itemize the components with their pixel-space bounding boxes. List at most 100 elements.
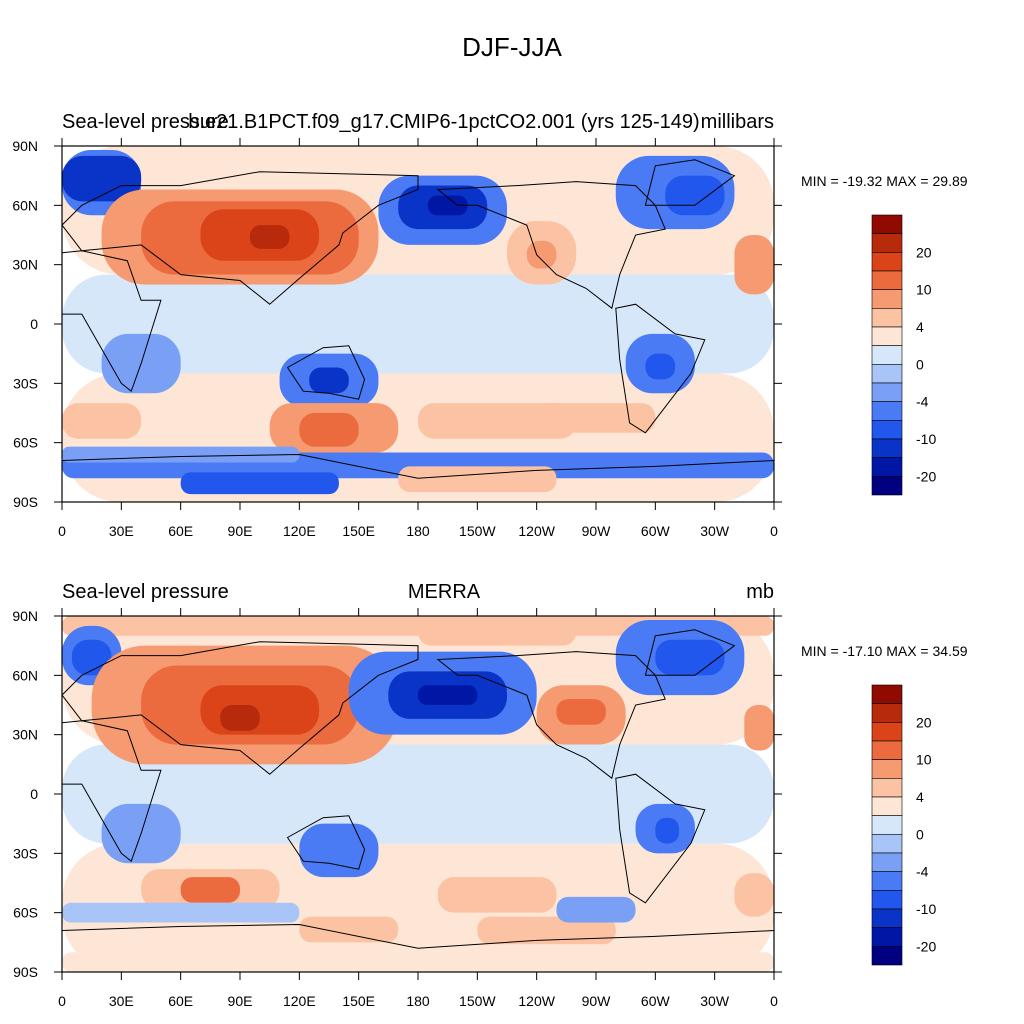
x-tick-label: 90W [582,993,612,1009]
x-tick-label: 120E [283,993,316,1009]
coastline [62,171,419,305]
colorbar-swatch [871,796,903,816]
contour-region [299,823,379,878]
x-tick-label: 0 [770,993,778,1009]
left-title: Sea-level pressure [62,581,229,603]
panel-obs: 0 30E 60E 90E 120E 150E 180 150W 120W 90W 60W 30W 0 9… [12,581,967,1009]
colorbar-swatch [871,890,903,910]
colorbar-label: 0 [916,356,924,372]
y-tick-label: 60N [12,197,38,213]
coastline [286,815,366,870]
x-tick-label: 150E [342,993,375,1009]
colorbar-swatch [871,759,903,779]
contour-region [398,466,557,493]
colorbar-label: 10 [916,752,932,768]
colorbar-swatch [871,345,903,365]
coastline [62,923,774,972]
y-tick-label: 60S [13,905,38,921]
contour-region [62,952,774,972]
coastline [62,453,774,502]
x-tick-label: 60E [168,993,193,1009]
colorbar-swatch [871,214,903,234]
coastline [62,720,162,863]
coastline [644,159,736,206]
contour-region [655,639,725,676]
contour-region [734,235,774,295]
contour-region [556,896,636,923]
y-tick-label: 30S [13,375,38,391]
x-tick-label: 90W [582,523,612,539]
colorbar-label: -20 [916,938,936,954]
colorbar: 20 10 4 0 -4 -10 -20 [871,214,936,496]
x-tick-label: 150W [459,993,496,1009]
contour-region [62,446,300,463]
y-tick-label: 90N [12,608,38,624]
x-tick-label: 0 [58,523,66,539]
y-tick-label: 0 [30,786,38,802]
colorbar-swatch [871,946,903,966]
colorbar-swatch [871,684,903,704]
colorbar-swatch [871,722,903,742]
colorbar-label: -4 [916,864,929,880]
center-title: MERRA [408,581,481,603]
contour-region [418,685,478,705]
contour-region [734,873,774,917]
colorbar-swatch [871,252,903,272]
colorbar-swatch [871,740,903,760]
contour-region [526,240,557,269]
right-title: mb [746,581,774,603]
coastline [615,303,706,434]
colorbar-swatch [871,270,903,290]
colorbar-swatch [871,382,903,402]
contour-region [744,705,774,751]
left-title: Sea-level pressure [62,111,229,133]
y-tick-label: 90S [13,494,38,510]
contour-region [200,685,320,735]
x-tick-label: 30E [109,993,134,1009]
colorbar-label: 4 [916,789,924,805]
colorbar-swatch [871,871,903,891]
coastline [62,641,419,775]
y-tick-label: 30S [13,845,38,861]
contour-region [220,705,260,731]
colorbar-swatch [871,308,903,328]
contour-region [62,744,774,844]
contour-region [437,877,557,913]
colorbar-label: 20 [916,244,932,260]
contour-region [427,195,468,216]
x-tick-label: 90E [228,993,253,1009]
colorbar-swatch [871,233,903,253]
contour-region [62,616,774,636]
x-tick-label: 120E [283,523,316,539]
colorbar-swatch [871,834,903,854]
colorbar-label: -10 [916,901,936,917]
x-tick-label: 30W [700,523,730,539]
contour-region [665,175,725,216]
x-tick-label: 0 [58,993,66,1009]
panel-model: 0 30E 60E 90E 120E 150E 180 150W 120W 90W 60W 30W 0 9… [12,111,967,539]
colorbar-swatch [871,778,903,798]
contour-region [645,353,676,380]
colorbar-swatch [871,852,903,872]
x-tick-label: 30E [109,523,134,539]
coastline [62,250,162,393]
colorbar-swatch [871,908,903,928]
colorbar-label: 0 [916,826,924,842]
colorbar-swatch [871,457,903,477]
colorbar-swatch [871,438,903,458]
contour-region [180,472,339,495]
x-tick-label: 150W [459,523,496,539]
contour-region [249,225,290,249]
colorbar-swatch [871,326,903,346]
contour-region [418,403,577,439]
min-max-text: MIN = -17.10 MAX = 34.59 [801,643,968,659]
coastline [615,773,706,904]
x-tick-label: 120W [518,993,555,1009]
contour-region [309,367,349,394]
colorbar-label: -20 [916,468,936,484]
contour-region [62,902,300,923]
x-tick-label: 60W [641,523,671,539]
main-title: DJF-JJA [462,32,562,62]
contour-region [299,916,399,943]
